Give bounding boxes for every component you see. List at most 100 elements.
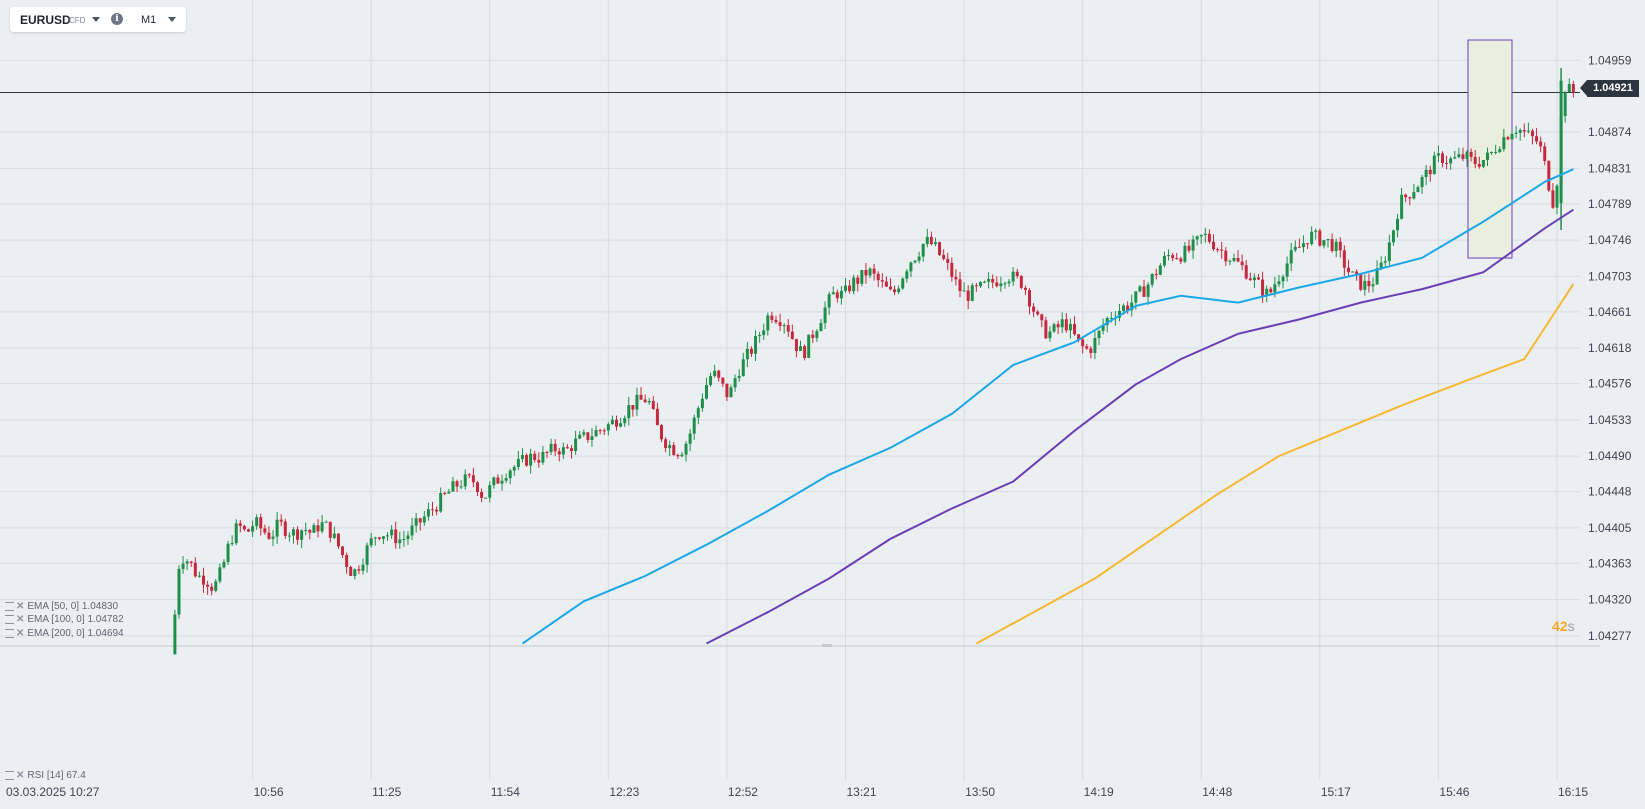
candle-body xyxy=(704,385,708,399)
ema50-line xyxy=(521,168,1574,645)
time-tick-label: 15:17 xyxy=(1321,785,1351,799)
candle-body xyxy=(1485,152,1489,161)
ema50-legend[interactable]: ✕ EMA [50, 0] 1.04830 xyxy=(5,601,118,613)
candle-body xyxy=(983,281,987,283)
candle-body xyxy=(463,474,467,487)
candle-body xyxy=(1530,130,1534,137)
price-axis[interactable]: 1.04959 1.04874 1.04831 1.04789 1.04746 1.047… xyxy=(1588,53,1632,642)
candle-body xyxy=(888,286,892,290)
settings-icon[interactable] xyxy=(5,628,14,638)
candle-body xyxy=(361,564,365,571)
candle-body xyxy=(390,529,394,536)
candle-body xyxy=(1400,194,1404,219)
candle-body xyxy=(1056,324,1060,328)
candle-body xyxy=(1363,280,1367,290)
candle-body xyxy=(537,459,541,463)
candle-body xyxy=(1240,261,1244,266)
candle-body xyxy=(758,335,762,337)
candle-body xyxy=(418,518,422,523)
candle-body xyxy=(1555,185,1559,208)
close-icon[interactable]: ✕ xyxy=(16,601,25,612)
close-icon[interactable]: ✕ xyxy=(16,614,25,625)
candle-body xyxy=(811,334,815,338)
candle-body xyxy=(492,477,496,486)
candle-body xyxy=(1408,197,1412,199)
candle-body xyxy=(680,454,684,457)
candle-body xyxy=(471,475,475,483)
ema200-legend[interactable]: ✕ EMA [200, 0] 1.04694 xyxy=(5,628,124,640)
candle-body xyxy=(185,561,189,564)
candle-body xyxy=(1465,151,1469,159)
candle-body xyxy=(1179,258,1183,262)
candle-body xyxy=(1457,154,1461,158)
time-axis[interactable]: 03.03.2025 10:27 10:56 11:25 11:54 12:23 12:5… xyxy=(6,785,1588,799)
price-tick-label: 1.04703 xyxy=(1588,269,1632,283)
candle-body xyxy=(357,569,361,571)
candle-body xyxy=(1134,291,1138,303)
candle-body xyxy=(606,424,610,431)
info-icon[interactable]: i xyxy=(111,13,123,25)
close-icon[interactable]: ✕ xyxy=(16,628,25,639)
candle-body xyxy=(1383,261,1387,263)
candle-body xyxy=(1481,160,1485,167)
ema100-legend[interactable]: ✕ EMA [100, 0] 1.04782 xyxy=(5,614,124,626)
timeframe-dropdown-icon[interactable] xyxy=(168,17,176,22)
time-tick-label: 03.03.2025 10:27 xyxy=(6,785,100,799)
settings-icon[interactable] xyxy=(5,770,14,780)
candle-body xyxy=(799,346,803,351)
close-icon[interactable]: ✕ xyxy=(16,770,25,781)
candle-body xyxy=(721,377,725,384)
candle-body xyxy=(991,278,995,283)
candle-body xyxy=(426,509,430,517)
candle-body xyxy=(1396,218,1400,231)
candle-body xyxy=(1171,255,1175,259)
rsi-legend[interactable]: ✕ RSI [14] 67.4 xyxy=(5,770,86,782)
candle-body xyxy=(1351,271,1355,273)
candle-body xyxy=(651,400,655,409)
candle-body xyxy=(999,283,1003,287)
candle-body xyxy=(296,529,300,540)
candle-body xyxy=(627,405,631,419)
candle-body xyxy=(1216,249,1220,251)
candle-body xyxy=(516,458,520,468)
symbol-dropdown-icon[interactable] xyxy=(92,17,100,22)
candle-body xyxy=(271,536,275,539)
symbol-label[interactable]: EURUSD xyxy=(20,13,71,27)
candle-body xyxy=(1441,153,1445,164)
candle-body xyxy=(619,423,623,427)
candle-body xyxy=(300,530,304,540)
candle-body xyxy=(210,586,214,591)
instrument-toolbar: EURUSD CFD i M1 xyxy=(10,7,186,32)
candle-body xyxy=(1003,283,1007,285)
candle-body xyxy=(1101,325,1105,331)
candle-body xyxy=(1297,246,1301,248)
candle-body xyxy=(684,443,688,455)
candle-body xyxy=(1559,80,1563,203)
price-tick-label: 1.04277 xyxy=(1588,629,1632,643)
candle-body xyxy=(872,268,876,274)
candle-body xyxy=(745,348,749,360)
candle-body xyxy=(1416,187,1420,193)
candle-body xyxy=(1269,288,1273,293)
candle-body xyxy=(1371,284,1375,287)
timeframe-label[interactable]: M1 xyxy=(141,14,157,26)
price-tick-label: 1.04405 xyxy=(1588,521,1632,535)
candle-body xyxy=(435,509,439,512)
settings-icon[interactable] xyxy=(5,601,14,611)
candle-body xyxy=(369,538,373,546)
candle-body xyxy=(206,584,210,587)
candle-body xyxy=(958,279,962,292)
candle-body xyxy=(876,273,880,281)
candle-body xyxy=(1052,324,1056,332)
settings-icon[interactable] xyxy=(5,614,14,624)
candle-body xyxy=(856,277,860,284)
candle-body xyxy=(790,331,794,339)
candle-body xyxy=(970,285,974,301)
candle-body xyxy=(1162,255,1166,266)
candle-body xyxy=(1122,305,1126,311)
candle-body xyxy=(1449,158,1453,164)
candle-body xyxy=(1023,287,1027,290)
price-tick-label: 1.04448 xyxy=(1588,485,1632,499)
candle-body xyxy=(1007,281,1011,284)
